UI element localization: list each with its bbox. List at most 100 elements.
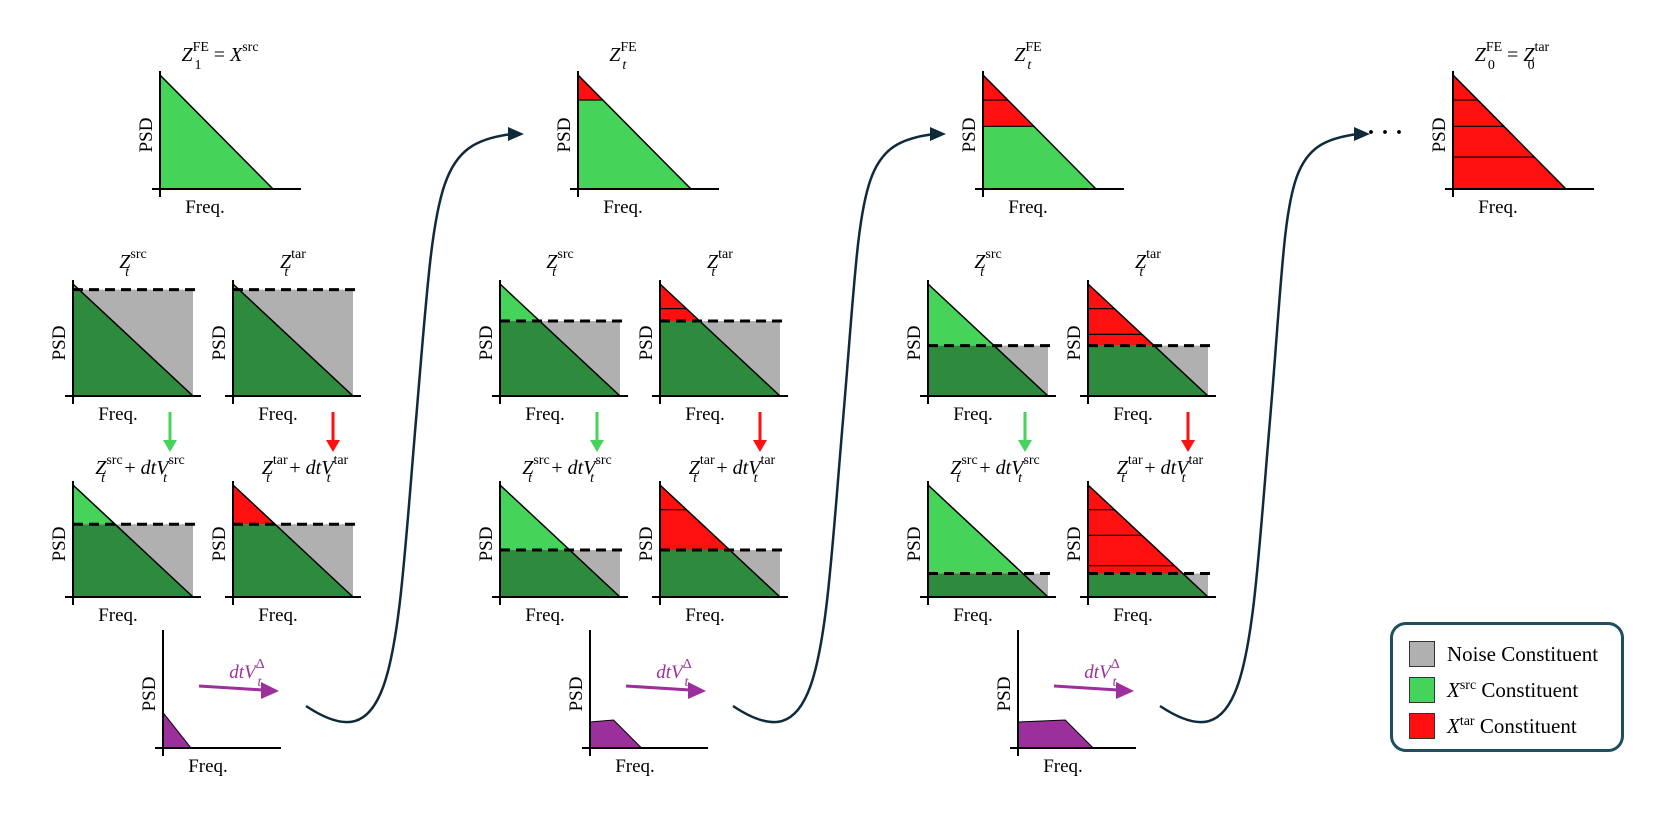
stage-2-src-panel-y-label: PSD [476, 326, 497, 361]
stage-3-src-update-panel-x-label: Freq. [953, 605, 993, 626]
ellipsis: · · · [1367, 120, 1403, 146]
fe-panel-3-x-label: Freq. [1008, 197, 1048, 218]
fe-panel-4-x-label: Freq. [1478, 197, 1518, 218]
stage-3-tar-update-panel-y-label: PSD [1064, 527, 1085, 562]
legend-item-tar: Xtar Constituent [1409, 711, 1577, 741]
stage-2-tar-update-panel-hypotenuse [659, 484, 781, 598]
fe-title-4-lhs-sup: FE [1486, 40, 1502, 55]
legend-item-src: Xsrc Constituent [1409, 675, 1578, 705]
stage-1-src-down-arrow-head [163, 440, 177, 452]
stage-2-tar-update-title-lhs-sub: t [693, 471, 698, 486]
stage-2-delta-panel-x-label: Freq. [615, 756, 655, 777]
stage-2-tar-update-title-dt-sup: tar [760, 453, 775, 468]
stage-1-delta-panel-delta-arrow-head [261, 682, 279, 699]
legend-swatch-src [1409, 677, 1435, 703]
stage-3-delta-panel-delta-label-math-sup: Δ [1111, 657, 1120, 672]
fe-panel-2-hypotenuse [577, 74, 692, 190]
fe-title-3-lhs-sup: FE [1025, 40, 1041, 55]
connector-1-path [305, 132, 513, 724]
fe-title-4-rhs-sub: 0 [1528, 58, 1535, 73]
fe-title-3-lhs-sub: t [1027, 58, 1032, 73]
stage-3-tar-panel-hypotenuse [1087, 283, 1209, 397]
stage-3-delta-panel-delta-arrow-head [1116, 682, 1134, 699]
stage-1-tar-panel-src-dark-region [233, 289, 353, 396]
stage-1-src-update-title-lhs-sup: src [106, 453, 122, 468]
stage-1-tar-update-title-dt-sub: t [327, 471, 332, 486]
stage-1-src-title-lhs-sub: t [125, 265, 130, 280]
stage-1-tar-update-title-plus: + [284, 457, 305, 479]
stage-3-tar-update-panel-hypotenuse [1087, 484, 1209, 598]
stage-2-src-update-panel-y-label: PSD [476, 527, 497, 562]
stage-2-tar-update-title-dt-sub: t [754, 471, 759, 486]
stage-1-src-panel-hypotenuse [72, 283, 194, 397]
stage-3-src-update-panel-hypotenuse [927, 484, 1049, 598]
stage-1-src-update-title-lhs-var: Z [95, 457, 107, 479]
stage-3-tar-title-lhs-var: Z [1135, 251, 1147, 273]
legend-label-tar: Xtar Constituent [1447, 713, 1577, 738]
stage-3-src-update-title-dt-var: dtV [996, 457, 1027, 479]
fe-title-2-lhs-sup: FE [620, 40, 636, 55]
stage-3-tar-title-lhs-sup: tar [1146, 247, 1161, 262]
stage-1-tar-update-title-lhs-sub: t [266, 471, 271, 486]
legend-label-src: Xsrc Constituent [1447, 677, 1579, 702]
stage-2-src-title-lhs-sub: t [552, 265, 557, 280]
fe-title-4-rhs-var: Z [1523, 44, 1535, 66]
stage-3-src-panel-hypotenuse [927, 283, 1049, 397]
stage-1-delta-panel-delta-label-math-var: dtV [229, 662, 258, 683]
stage-2-delta-panel-delta-region [589, 719, 643, 749]
stage-1-tar-title-lhs-sup: tar [291, 247, 306, 262]
fe-title-1-eq: = [209, 44, 230, 66]
stage-3-delta-panel-delta-arrow-shaft [1053, 684, 1119, 692]
stage-1-tar-title-lhs-var: Z [280, 251, 292, 273]
stage-3-delta-panel-delta-region [1017, 719, 1095, 749]
stage-2-tar-panel-src-dark-region [660, 320, 780, 396]
fe-title-4-rhs-sup: tar [1534, 40, 1549, 55]
stage-2-tar-update-title-dt-var: dtV [733, 457, 764, 479]
stage-2-src-panel-src-dark-region [500, 320, 620, 396]
stage-3-src-update-title-dt-sub: t [1018, 471, 1023, 486]
stage-1-src-panel-src-dark-region [73, 289, 193, 396]
stage-3-src-update-title-dt-sup: src [1023, 453, 1039, 468]
stage-2-tar-title-lhs-sub: t [711, 265, 716, 280]
stage-2-tar-panel-y-label: PSD [636, 326, 657, 361]
stage-3-src-title-lhs-sup: src [985, 247, 1001, 262]
stage-1-src-update-title-plus: + [119, 457, 140, 479]
stage-3-tar-update-title-plus: + [1139, 457, 1160, 479]
stage-2-src-title-lhs-sup: src [557, 247, 573, 262]
stage-3-tar-panel-src-dark-region [1088, 345, 1208, 396]
stage-1-src-update-panel-y-label: PSD [49, 527, 70, 562]
stage-2-tar-title-lhs-sup: tar [718, 247, 733, 262]
stage-1-tar-title-lhs-sub: t [284, 265, 289, 280]
fe-title-3-lhs-var: Z [1014, 44, 1026, 66]
fe-title-1-lhs-sub: 1 [195, 58, 202, 73]
stage-1-tar-update-panel-src-dark-region [233, 524, 353, 597]
stage-2-src-update-panel-x-label: Freq. [525, 605, 565, 626]
connector-2-path [732, 132, 935, 724]
stage-2-tar-update-panel-y-label: PSD [636, 527, 657, 562]
stage-1-tar-panel-x-label: Freq. [258, 404, 298, 425]
fe-panel-1-x-label: Freq. [185, 197, 225, 218]
stage-1-delta-panel-delta-label-math-sub: t [258, 675, 263, 690]
stage-1-src-title-lhs-var: Z [119, 251, 131, 273]
stage-1-tar-down-arrow-head [326, 440, 340, 452]
fe-title-4-lhs-sub: 0 [1488, 58, 1495, 73]
fe-title-2-lhs-sub: t [622, 58, 627, 73]
stage-1-tar-update-panel-y-label: PSD [209, 527, 230, 562]
stage-3-src-update-title-plus: + [974, 457, 995, 479]
stage-1-delta-panel-x-label: Freq. [188, 756, 228, 777]
stage-2-src-update-title-dt-var: dtV [568, 457, 599, 479]
stage-3-tar-title-lhs-sub: t [1139, 265, 1144, 280]
fe-panel-3-hypotenuse [982, 74, 1097, 190]
stage-2-src-title-lhs-var: Z [546, 251, 558, 273]
legend-item-noise: Noise Constituent [1409, 639, 1598, 669]
